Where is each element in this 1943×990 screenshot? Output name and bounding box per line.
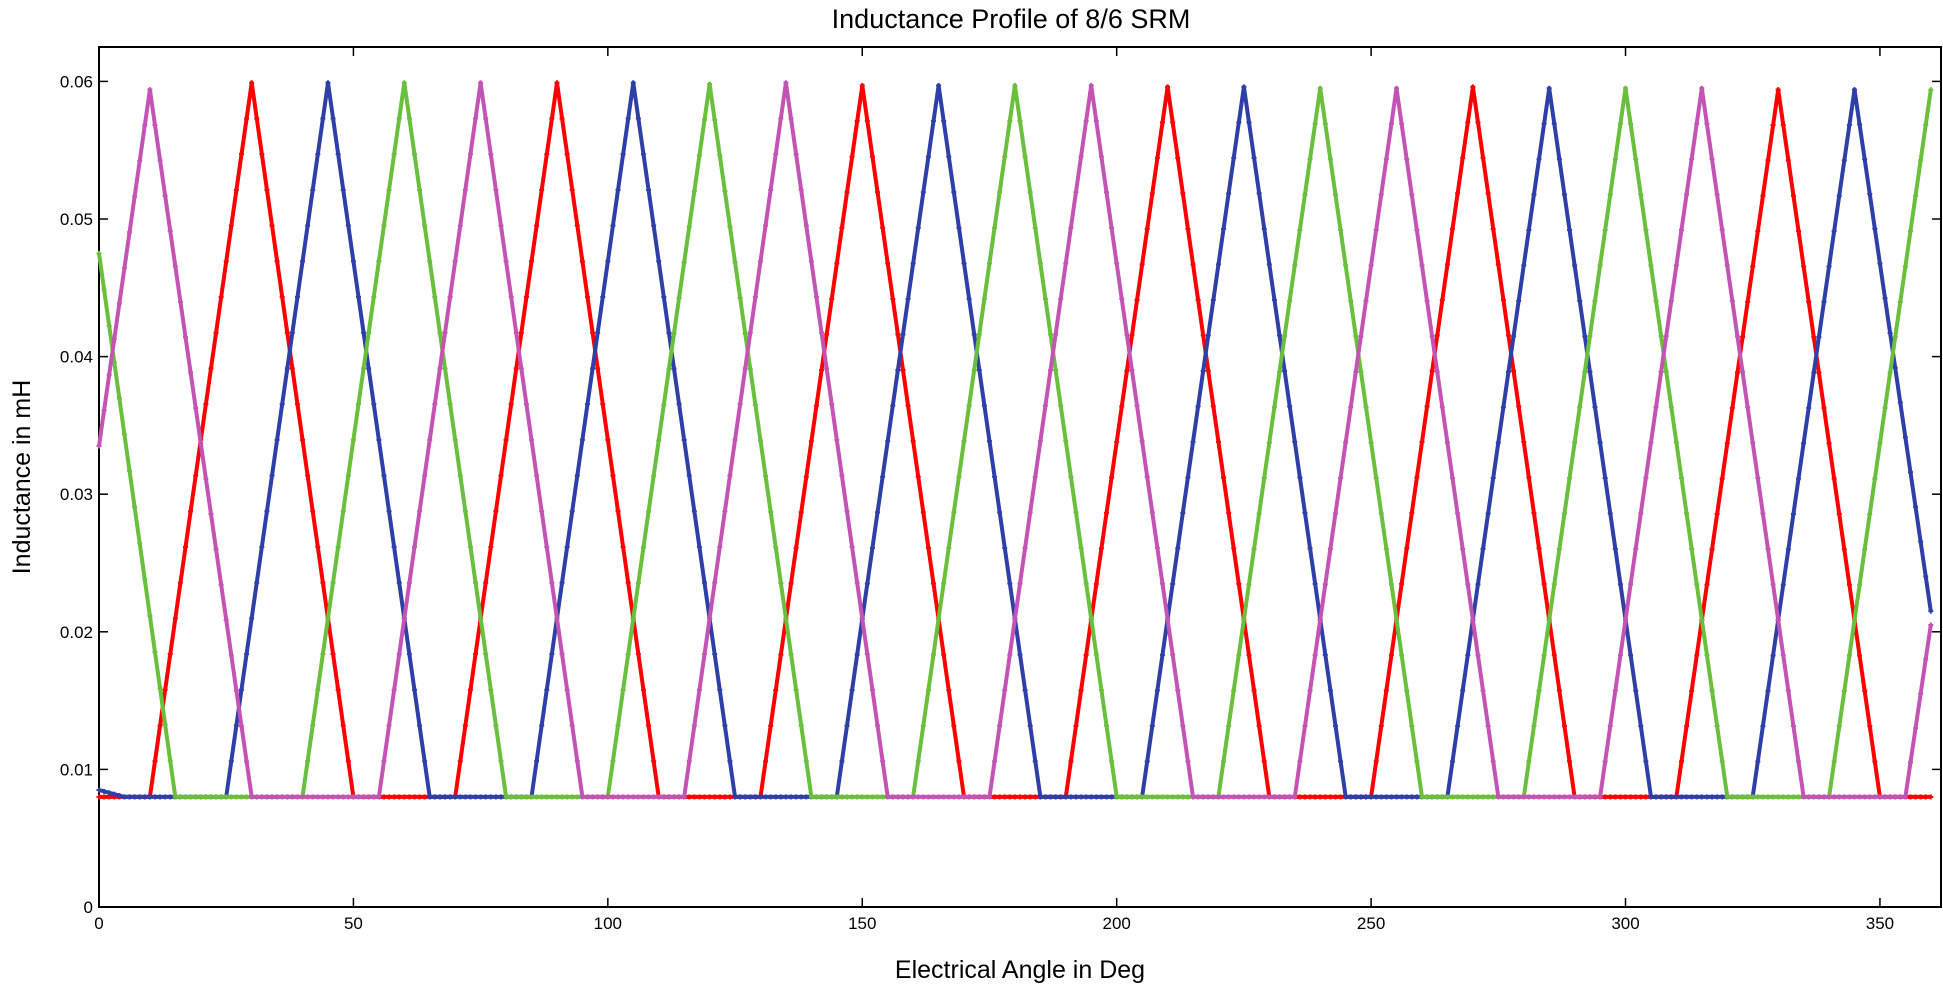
series-2: [96, 80, 1934, 800]
x-tick-label: 350: [1866, 914, 1894, 933]
x-tick-label: 300: [1611, 914, 1639, 933]
chart-title: Inductance Profile of 8/6 SRM: [832, 4, 1191, 34]
y-axis-label: Inductance in mH: [8, 380, 36, 575]
y-tick-label: 0.05: [60, 210, 93, 229]
series-3: [96, 80, 1934, 800]
y-tick-label: 0.04: [60, 348, 93, 367]
y-tick-label: 0.03: [60, 485, 93, 504]
y-tick-label: 0.06: [60, 72, 93, 91]
y-tick-label: 0: [84, 898, 93, 917]
x-tick-label: 50: [344, 914, 363, 933]
plot-area: [98, 46, 1942, 908]
plot-frame: [98, 46, 1942, 908]
x-axis-label: Electrical Angle in Deg: [895, 956, 1145, 984]
y-tick-label: 0.02: [60, 623, 93, 642]
series-1: [96, 80, 1934, 800]
x-tick-label: 250: [1357, 914, 1385, 933]
x-axis-ticks: 0 50 100 150 200 250 300 350: [94, 47, 1894, 933]
x-tick-label: 0: [94, 914, 103, 933]
x-tick-label: 150: [848, 914, 876, 933]
y-axis-ticks: 0 0.01 0.02 0.03 0.04 0.05 0.06: [60, 72, 1941, 917]
series-layer: [96, 80, 1934, 800]
x-tick-label: 100: [594, 914, 622, 933]
y-tick-label: 0.01: [60, 760, 93, 779]
x-tick-label: 200: [1102, 914, 1130, 933]
